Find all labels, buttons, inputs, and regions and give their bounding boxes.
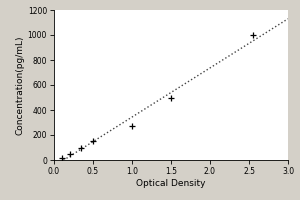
X-axis label: Optical Density: Optical Density — [136, 179, 206, 188]
Y-axis label: Concentration(pg/mL): Concentration(pg/mL) — [16, 35, 25, 135]
